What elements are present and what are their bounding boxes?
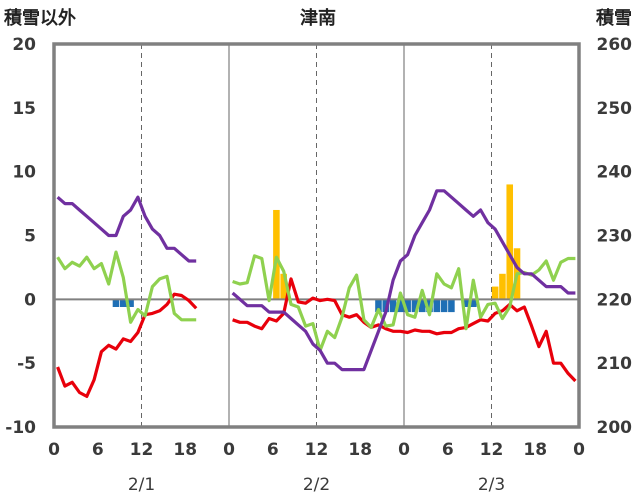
snow_decrease-bar bbox=[119, 299, 127, 307]
tick-labels: 20 15 10 5 0 -5 -10 260 250 240 230 220 210 200 0 6 12 18… bbox=[5, 35, 632, 495]
snow_depth-line bbox=[56, 195, 197, 263]
x-tick-label: 0 bbox=[223, 440, 235, 460]
right-tick-label: 260 bbox=[597, 35, 633, 55]
chart-title: 津南 bbox=[300, 7, 336, 29]
x-tick-label: 0 bbox=[573, 440, 585, 460]
right-tick-label: 210 bbox=[597, 354, 633, 374]
plot-border bbox=[52, 42, 581, 429]
snowfall-bar bbox=[506, 184, 514, 300]
grid-lines bbox=[141, 44, 492, 427]
snow_decrease-bar bbox=[375, 299, 382, 313]
snow_decrease-bar bbox=[112, 299, 120, 307]
snow_decrease-bar bbox=[127, 299, 134, 307]
x-tick-label: 18 bbox=[173, 440, 197, 460]
snow_decrease-bar bbox=[448, 299, 455, 313]
left-tick-label: -5 bbox=[17, 354, 36, 374]
x-tick-label: 0 bbox=[48, 440, 60, 460]
snow_decrease-bar bbox=[440, 299, 448, 313]
x-tick-label: 18 bbox=[348, 440, 372, 460]
date-label: 2/2 bbox=[303, 475, 330, 495]
x-tick-label: 12 bbox=[305, 440, 329, 460]
right-tick-label: 230 bbox=[597, 227, 633, 247]
right-tick-label: 240 bbox=[597, 163, 633, 183]
x-tick-label: 6 bbox=[442, 440, 454, 460]
date-label: 2/1 bbox=[128, 475, 155, 495]
snow_decrease-bar bbox=[469, 299, 477, 307]
line-series bbox=[56, 189, 577, 398]
right-tick-label: 220 bbox=[597, 290, 633, 310]
date-label: 2/3 bbox=[478, 475, 505, 495]
snowfall-bar bbox=[491, 286, 499, 300]
left-axis-title: 積雪以外 bbox=[3, 7, 76, 29]
left-tick-label: 15 bbox=[12, 99, 36, 119]
x-tick-label: 12 bbox=[130, 440, 154, 460]
left-tick-label: 0 bbox=[24, 290, 36, 310]
x-tick-label: 18 bbox=[523, 440, 547, 460]
left-tick-label: -10 bbox=[5, 418, 36, 438]
temperature-line bbox=[56, 292, 198, 398]
sunshine-line bbox=[56, 250, 197, 324]
snow_decrease-bar bbox=[462, 299, 470, 307]
x-tick-label: 12 bbox=[480, 440, 504, 460]
temperature-line bbox=[232, 277, 577, 383]
snow_depth-line bbox=[231, 189, 576, 372]
x-tick-label: 6 bbox=[267, 440, 279, 460]
right-axis-title: 積雪 bbox=[595, 7, 632, 29]
snowfall-bar bbox=[273, 209, 280, 300]
snow_decrease-bar bbox=[411, 299, 419, 313]
sunshine-line bbox=[232, 254, 576, 352]
snowfall-bar bbox=[499, 273, 506, 300]
right-tick-label: 250 bbox=[597, 99, 633, 119]
x-tick-label: 0 bbox=[398, 440, 410, 460]
snowfall-bar bbox=[280, 273, 287, 300]
plot-frame bbox=[52, 42, 581, 429]
snow_decrease-bar bbox=[433, 299, 441, 313]
x-tick-label: 6 bbox=[92, 440, 104, 460]
left-tick-label: 20 bbox=[12, 35, 36, 55]
snow_decrease-bar bbox=[418, 299, 426, 313]
snow_decrease-bar bbox=[397, 299, 404, 313]
left-tick-label: 10 bbox=[12, 163, 36, 183]
snow_decrease-bar bbox=[404, 299, 411, 313]
left-tick-label: 5 bbox=[24, 227, 36, 247]
right-tick-label: 200 bbox=[597, 418, 633, 438]
snow_decrease-bar bbox=[389, 299, 397, 313]
